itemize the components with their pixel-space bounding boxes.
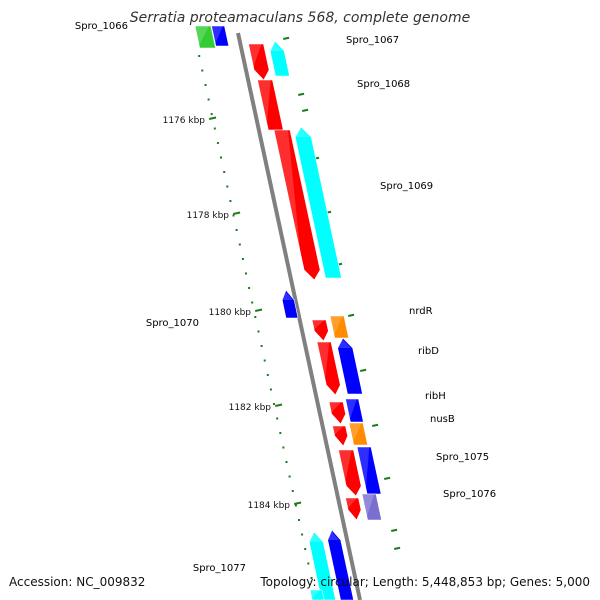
gene-arrow-g1067b[interactable] bbox=[269, 40, 290, 77]
gene-shine bbox=[360, 494, 375, 520]
tick-label: 1184 kbp bbox=[248, 501, 291, 511]
gene-shine bbox=[308, 590, 321, 600]
gene-label-g1066[interactable]: Spro_1066 bbox=[75, 21, 128, 32]
gene-shine bbox=[336, 450, 352, 486]
gene-arrow-gnusB1[interactable] bbox=[332, 425, 349, 447]
tick-label: 1180 kbp bbox=[209, 308, 252, 318]
label-leader-line bbox=[389, 455, 434, 467]
gene-arrow-g1070[interactable] bbox=[281, 289, 299, 319]
tick-label: 1182 kbp bbox=[229, 403, 272, 413]
label-leader-line bbox=[310, 82, 355, 96]
gene-shine bbox=[328, 316, 343, 338]
gene-label-gribH1[interactable]: ribH bbox=[425, 391, 446, 402]
gene-arrow-gnrdR1[interactable] bbox=[311, 319, 329, 342]
gene-shine bbox=[209, 26, 223, 46]
gene-arrow-g1077b[interactable] bbox=[327, 529, 354, 600]
gene-shine bbox=[326, 530, 339, 540]
gene-arrow-gnusB2[interactable] bbox=[348, 422, 369, 446]
gene-arrow-g1069b[interactable] bbox=[294, 126, 342, 279]
gene-shine bbox=[293, 127, 310, 137]
label-leader-line bbox=[360, 310, 405, 322]
gene-label-g1076a[interactable]: Spro_1076 bbox=[443, 489, 496, 500]
gene-arrow-g1067a[interactable] bbox=[248, 43, 270, 81]
gene-arrow-g1066b[interactable] bbox=[211, 25, 230, 47]
gene-label-g1067a[interactable]: Spro_1067 bbox=[346, 35, 399, 46]
gene-label-g1069a[interactable]: Spro_1069 bbox=[380, 181, 433, 192]
gene-shine bbox=[347, 423, 362, 445]
gene-arrow-g1075b[interactable] bbox=[356, 446, 382, 495]
gene-shine bbox=[335, 338, 351, 348]
gene-shine bbox=[193, 26, 209, 48]
gene-arrow-gnrdR2[interactable] bbox=[329, 315, 350, 339]
topology-label: Topology: circular; Length: 5,448,853 bp… bbox=[259, 575, 590, 589]
gene-label-gribD1[interactable]: ribD bbox=[418, 346, 439, 357]
gene-shine bbox=[330, 426, 344, 436]
gene-arrow-gribD1[interactable] bbox=[316, 341, 341, 396]
gene-arrow-g1069a[interactable] bbox=[273, 129, 321, 281]
gene-arrow-g1077a[interactable] bbox=[308, 531, 336, 600]
gene-label-g1075a[interactable]: Spro_1075 bbox=[436, 452, 489, 463]
gene-shine bbox=[268, 41, 283, 51]
genome-backbone bbox=[236, 32, 362, 600]
gene-label-gnusB1[interactable]: nusB bbox=[430, 414, 455, 425]
gene-shine bbox=[327, 402, 342, 414]
gene-shine bbox=[255, 80, 271, 130]
gene-arrow-gribH2[interactable] bbox=[345, 398, 364, 423]
label-leader-line bbox=[395, 491, 440, 503]
gene-arrow-gribH1[interactable] bbox=[328, 401, 346, 425]
gene-arrow-gribD2[interactable] bbox=[337, 337, 363, 395]
gene-arrow-g1075a[interactable] bbox=[338, 449, 362, 497]
gene-shine bbox=[272, 130, 303, 270]
gene-shine bbox=[280, 290, 293, 300]
gene-shine bbox=[343, 498, 357, 510]
tick-label: 1178 kbp bbox=[187, 211, 230, 221]
map-title: Serratia proteamaculans 568, complete ge… bbox=[130, 10, 470, 26]
label-leader-line bbox=[247, 559, 296, 567]
label-leader-line bbox=[369, 349, 414, 361]
gene-arrow-g1066[interactable] bbox=[194, 25, 217, 49]
gene-label-g1068[interactable]: Spro_1068 bbox=[357, 79, 410, 90]
gene-label-g1077a[interactable]: Spro_1077 bbox=[193, 563, 246, 574]
label-leader-line bbox=[298, 38, 343, 52]
scale-ticks: 1176 kbp 1178 kbp 1180 kbp 1182 kbp 1184 kbp bbox=[163, 116, 302, 511]
gene-arrow-g1076b[interactable] bbox=[361, 493, 382, 521]
label-leader-line bbox=[381, 417, 426, 429]
gene-shine bbox=[343, 399, 357, 422]
gene-track bbox=[193, 25, 382, 600]
gene-labels: Spro_1066 Spro_1067 Spro_1068 Spro_1069 Spro… bbox=[75, 21, 496, 574]
gene-arrow-g1076a[interactable] bbox=[345, 497, 362, 521]
gene-shine bbox=[246, 44, 262, 70]
gene-shine bbox=[310, 320, 325, 331]
tick-label: 1176 kbp bbox=[163, 116, 206, 126]
accession-label: Accession: NC_009832 bbox=[9, 575, 145, 589]
gene-label-g1070[interactable]: Spro_1070 bbox=[146, 318, 199, 329]
gene-arrow-g1077c[interactable] bbox=[309, 589, 325, 600]
gene-shine bbox=[307, 532, 322, 542]
gene-label-gnrdR1[interactable]: nrdR bbox=[409, 306, 433, 317]
label-leader-line bbox=[333, 184, 378, 196]
label-leader-line bbox=[378, 394, 423, 406]
gene-shine bbox=[315, 342, 330, 385]
gene-shine bbox=[355, 447, 370, 494]
